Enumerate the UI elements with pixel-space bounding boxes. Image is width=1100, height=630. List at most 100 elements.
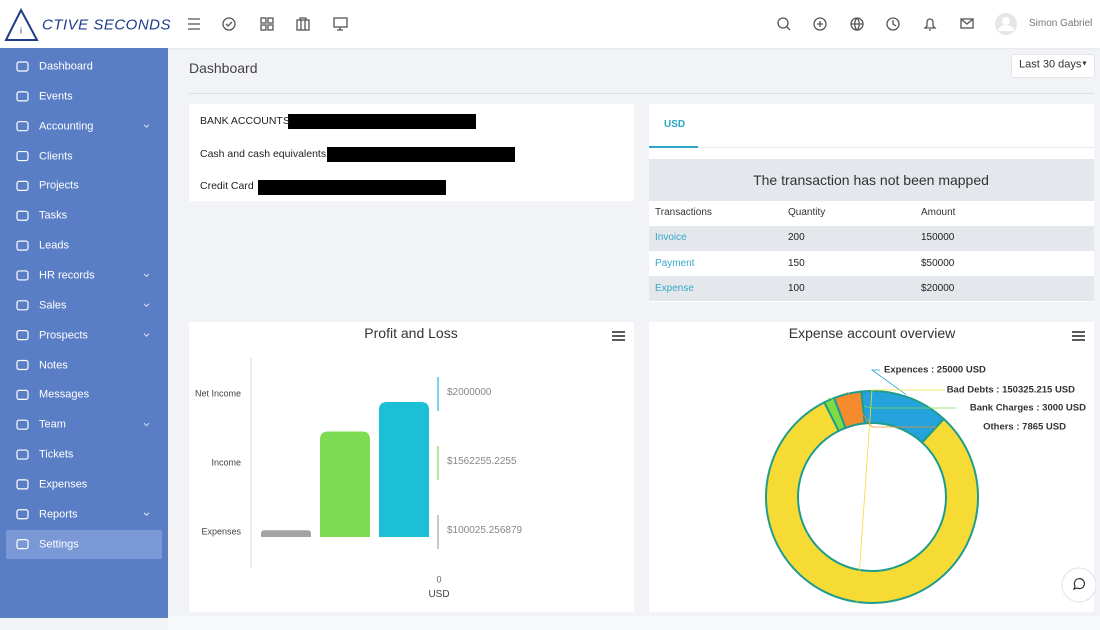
value-label: $1562255.2255 xyxy=(447,456,517,467)
cell: 150 xyxy=(788,257,805,269)
date-range-button[interactable] xyxy=(1011,54,1095,78)
value-label: $2000000 xyxy=(447,387,492,398)
redaction xyxy=(327,147,515,162)
chat-button[interactable] xyxy=(1061,567,1097,603)
chevron xyxy=(143,273,150,278)
menu-icon xyxy=(16,300,29,311)
data-label: Bank Charges : 3000 USD xyxy=(970,403,1086,414)
bar xyxy=(379,402,429,537)
caret: ▼ xyxy=(1081,60,1088,68)
menu-item[interactable]: Sales xyxy=(39,299,67,312)
cell: 200 xyxy=(788,232,805,243)
menu-item[interactable]: Notes xyxy=(39,359,68,371)
chart-menu[interactable] xyxy=(612,331,625,341)
menu-icon xyxy=(16,509,29,520)
chart-menu[interactable] xyxy=(1072,331,1085,341)
x-tick-label: 0 xyxy=(436,574,442,585)
message: The transaction has not been mapped xyxy=(753,172,989,188)
menu-icon xyxy=(16,479,29,490)
column-header: Transactions xyxy=(655,207,712,218)
logo: CTIVE SECONDS xyxy=(42,16,172,34)
menu-item[interactable]: Prospects xyxy=(39,329,88,342)
menu-icon xyxy=(16,91,29,102)
menu-item[interactable]: Messages xyxy=(39,388,90,401)
logo-icon xyxy=(4,7,39,41)
row-link[interactable]: Invoice xyxy=(655,232,687,243)
data-label: Expences : 25000 USD xyxy=(884,365,986,376)
top-bar xyxy=(0,0,1100,48)
user-name[interactable]: Simon Gabriel xyxy=(1029,18,1093,29)
title-divider xyxy=(189,93,1094,94)
chevron xyxy=(143,333,150,337)
cell: 100 xyxy=(788,283,805,294)
date-range[interactable]: Last 30 days xyxy=(1019,58,1082,71)
menu-item[interactable]: Reports xyxy=(39,508,78,521)
tab[interactable]: USD xyxy=(664,119,686,130)
expense-card xyxy=(649,322,1094,612)
logo-icon-mark: i xyxy=(20,25,22,35)
avatar-body xyxy=(998,25,1014,31)
menu-item[interactable]: Dashboard xyxy=(39,60,93,73)
redaction xyxy=(258,180,446,195)
cell: $20000 xyxy=(921,283,955,294)
menu-item[interactable]: Events xyxy=(39,90,73,103)
menu-icon xyxy=(16,419,29,430)
menu-item[interactable]: Settings xyxy=(39,538,79,551)
column-header: Amount xyxy=(921,207,956,218)
menu-icon xyxy=(16,210,29,221)
leader-line xyxy=(846,391,936,428)
menu-item[interactable]: Tickets xyxy=(39,448,74,461)
row-link[interactable]: Expense xyxy=(655,283,694,294)
chart-title: Profit and Loss xyxy=(364,325,458,341)
data-label: Bad Debts : 150325.215 USD xyxy=(947,385,1075,396)
chevron xyxy=(143,124,150,128)
menu-item[interactable]: Accounting xyxy=(39,120,94,133)
menu-icon xyxy=(16,240,29,251)
usd-card xyxy=(649,104,1094,302)
tab-underline xyxy=(649,146,698,148)
menu-item[interactable]: Clients xyxy=(39,150,73,163)
x-axis-label: USD xyxy=(428,589,450,600)
bank-row: BANK ACCOUNTS xyxy=(200,114,290,127)
menu-item[interactable]: Projects xyxy=(39,179,79,192)
row-band xyxy=(649,226,1094,251)
bank-row: Cash and cash equivalents xyxy=(200,147,327,160)
bank-row: Credit Card xyxy=(200,179,254,192)
menu-item[interactable]: Expenses xyxy=(39,478,88,491)
redaction xyxy=(288,114,476,129)
chat-icon xyxy=(1073,578,1085,590)
menu-icon xyxy=(16,389,29,400)
active-item[interactable] xyxy=(6,529,162,559)
row-band xyxy=(649,276,1094,301)
chevron xyxy=(143,422,150,427)
donut-segment xyxy=(832,390,866,430)
menu-icon xyxy=(16,538,29,550)
menu-item[interactable]: Tasks xyxy=(39,209,68,222)
menu-icon xyxy=(16,121,29,132)
menu-item[interactable]: Leads xyxy=(39,239,69,252)
menu-icon xyxy=(16,61,29,72)
menu-icon xyxy=(16,180,29,191)
row-link[interactable]: Payment xyxy=(655,257,695,269)
menu-icon xyxy=(16,150,29,162)
cell: $50000 xyxy=(921,257,955,269)
bar xyxy=(261,530,311,537)
leader-line xyxy=(856,389,945,604)
chevron xyxy=(143,512,150,516)
top-icons[interactable] xyxy=(188,17,974,31)
menu-item[interactable]: Team xyxy=(39,418,66,431)
y-tick-label: Net Income xyxy=(194,388,241,399)
data-label: Others : 7865 USD xyxy=(983,422,1066,433)
column-header: Quantity xyxy=(788,207,826,218)
message-band xyxy=(649,159,1094,201)
menu-icon xyxy=(16,449,29,460)
menu-icon xyxy=(16,359,29,371)
chevron xyxy=(143,303,150,308)
y-tick-label: Income xyxy=(211,457,241,468)
menu-icon xyxy=(16,330,29,341)
value-label: $100025.256879 xyxy=(447,525,523,536)
menu-icon xyxy=(16,270,29,281)
menu-item[interactable]: HR records xyxy=(39,269,95,282)
avatar-head xyxy=(1002,17,1010,25)
